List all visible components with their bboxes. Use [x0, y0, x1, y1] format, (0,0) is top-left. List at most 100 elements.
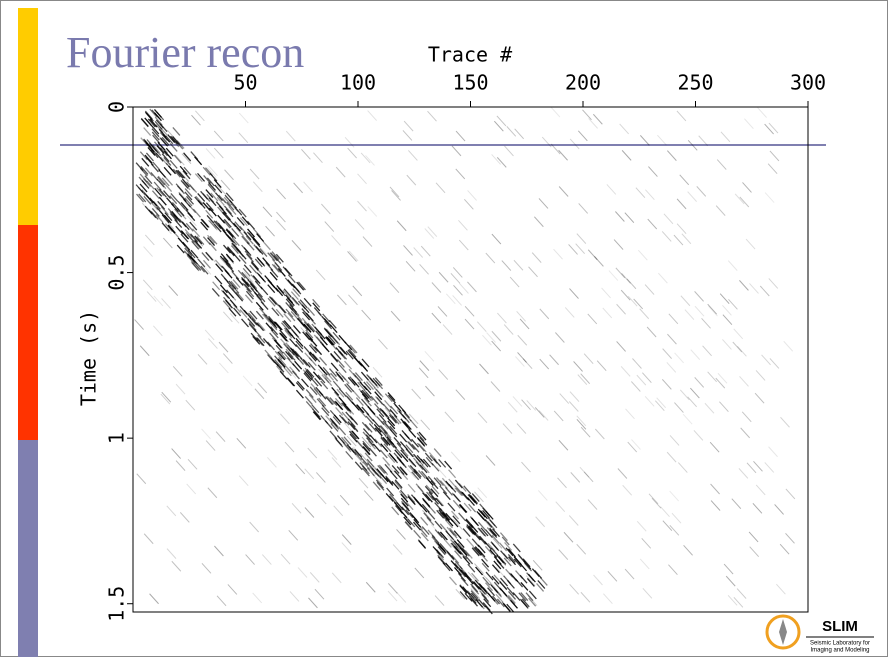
- event-stroke: [528, 597, 537, 607]
- event-stroke: [505, 547, 514, 557]
- noise-stroke: [583, 471, 594, 483]
- event-stroke: [202, 259, 211, 269]
- noise-stroke: [576, 415, 587, 427]
- noise-stroke: [295, 463, 306, 475]
- noise-stroke: [266, 353, 277, 365]
- event-stroke: [431, 495, 440, 505]
- event-stroke: [391, 415, 400, 425]
- event-stroke: [486, 527, 495, 536]
- event-stroke: [275, 253, 284, 263]
- event-stroke: [275, 308, 284, 318]
- event-stroke: [244, 250, 253, 260]
- noise-stroke: [532, 559, 543, 571]
- noise-stroke: [419, 360, 430, 371]
- event-stroke: [275, 344, 284, 354]
- event-stroke: [471, 517, 479, 527]
- event-stroke: [338, 364, 347, 374]
- event-stroke: [188, 204, 197, 214]
- noise-stroke: [722, 314, 733, 325]
- event-stroke: [471, 493, 480, 503]
- event-stroke: [448, 469, 457, 479]
- noise-stroke: [768, 446, 778, 458]
- event-stroke: [439, 523, 448, 533]
- event-stroke: [372, 377, 381, 387]
- noise-stroke: [477, 412, 488, 424]
- event-stroke: [461, 491, 470, 501]
- noise-stroke: [143, 246, 153, 257]
- noise-stroke: [716, 159, 727, 170]
- event-stroke: [364, 452, 373, 462]
- noise-stroke: [450, 272, 461, 284]
- event-stroke: [238, 255, 247, 264]
- noise-stroke: [577, 130, 588, 142]
- noise-stroke: [759, 285, 770, 297]
- event-stroke: [335, 371, 344, 381]
- event-stroke: [224, 194, 233, 204]
- event-stroke: [304, 367, 313, 377]
- event-stroke: [378, 427, 387, 437]
- event-stroke: [277, 359, 286, 369]
- noise-stroke: [710, 483, 720, 495]
- event-stroke: [230, 280, 239, 290]
- event-stroke: [180, 180, 189, 189]
- event-stroke: [487, 542, 496, 552]
- event-stroke: [181, 230, 190, 240]
- event-stroke: [228, 291, 237, 301]
- event-stroke: [186, 254, 195, 264]
- event-stroke: [285, 301, 294, 311]
- event-stroke: [325, 415, 334, 425]
- event-stroke: [274, 361, 283, 371]
- event-stroke: [274, 350, 283, 360]
- noise-stroke: [490, 381, 501, 392]
- event-stroke: [221, 265, 230, 275]
- event-stroke: [348, 430, 357, 440]
- noise-stroke: [531, 252, 542, 263]
- event-stroke: [190, 261, 199, 271]
- event-stroke: [435, 477, 444, 486]
- event-stroke: [411, 438, 420, 448]
- event-stroke: [271, 263, 280, 273]
- noise-stroke: [186, 215, 197, 227]
- event-stroke: [485, 529, 494, 539]
- event-stroke: [251, 317, 260, 327]
- event-stroke: [349, 344, 358, 354]
- noise-stroke: [218, 362, 229, 374]
- event-stroke: [178, 210, 187, 220]
- event-stroke: [283, 327, 292, 337]
- noise-stroke: [554, 332, 565, 343]
- event-stroke: [428, 452, 437, 461]
- noise-stroke: [615, 267, 626, 279]
- event-stroke: [343, 405, 352, 414]
- event-stroke: [301, 378, 310, 388]
- event-stroke: [278, 332, 287, 342]
- event-stroke: [415, 483, 424, 493]
- event-stroke: [138, 176, 147, 186]
- event-stroke: [317, 330, 326, 340]
- noise-stroke: [481, 573, 492, 584]
- noise-stroke: [661, 379, 672, 390]
- noise-stroke: [774, 504, 784, 515]
- noise-stroke: [149, 593, 159, 605]
- noise-stroke: [482, 334, 492, 346]
- event-stroke: [246, 241, 255, 251]
- event-stroke: [400, 493, 409, 503]
- noise-stroke: [289, 591, 300, 602]
- event-stroke: [479, 510, 488, 520]
- event-stroke: [501, 536, 510, 546]
- noise-stroke: [717, 372, 728, 384]
- event-stroke: [305, 370, 314, 379]
- event-stroke: [222, 244, 231, 254]
- event-stroke: [190, 151, 199, 160]
- event-stroke: [317, 374, 326, 384]
- event-stroke: [472, 531, 481, 541]
- noise-stroke: [367, 375, 378, 387]
- event-stroke: [165, 147, 174, 157]
- event-stroke: [454, 560, 463, 570]
- event-stroke: [376, 396, 385, 406]
- event-stroke: [305, 389, 314, 399]
- event-stroke: [204, 167, 213, 177]
- x-axis-label: Trace #: [428, 43, 512, 67]
- event-stroke: [225, 192, 234, 202]
- event-stroke: [148, 209, 157, 219]
- event-stroke: [256, 337, 265, 347]
